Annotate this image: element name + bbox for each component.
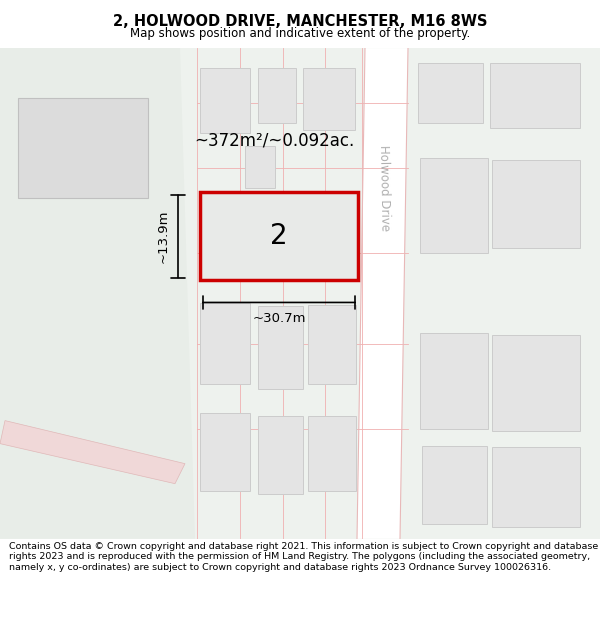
Text: ~30.7m: ~30.7m	[252, 312, 306, 326]
Bar	[308, 306, 356, 384]
Bar	[200, 412, 250, 491]
Text: Holwood Drive: Holwood Drive	[377, 145, 391, 231]
Bar	[200, 304, 250, 384]
Bar	[492, 336, 580, 431]
Bar	[245, 146, 275, 188]
Bar	[420, 334, 488, 429]
Bar	[303, 68, 355, 130]
Bar	[200, 68, 250, 133]
Bar	[18, 98, 148, 198]
Polygon shape	[0, 48, 195, 539]
Polygon shape	[357, 48, 408, 539]
Bar	[420, 158, 488, 253]
Bar	[308, 416, 356, 491]
Text: ~372m²/~0.092ac.: ~372m²/~0.092ac.	[194, 131, 354, 149]
Bar	[200, 192, 358, 281]
Bar	[490, 63, 580, 128]
Bar	[492, 160, 580, 248]
Text: ~13.9m: ~13.9m	[157, 209, 170, 263]
Bar	[418, 63, 483, 123]
Bar	[258, 68, 296, 123]
Text: Contains OS data © Crown copyright and database right 2021. This information is : Contains OS data © Crown copyright and d…	[9, 542, 598, 572]
Polygon shape	[0, 421, 185, 484]
Bar	[258, 416, 303, 494]
Text: 2: 2	[270, 222, 288, 251]
Text: 2, HOLWOOD DRIVE, MANCHESTER, M16 8WS: 2, HOLWOOD DRIVE, MANCHESTER, M16 8WS	[113, 14, 487, 29]
Bar	[258, 306, 303, 389]
Bar	[422, 446, 487, 524]
Text: Map shows position and indicative extent of the property.: Map shows position and indicative extent…	[130, 27, 470, 40]
Bar	[492, 447, 580, 527]
